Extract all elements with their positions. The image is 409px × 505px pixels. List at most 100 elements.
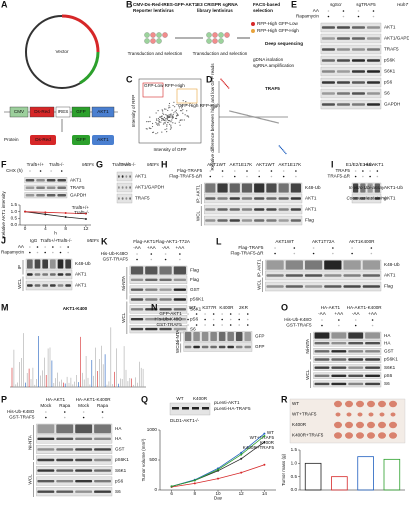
cell-dot [152,131,155,133]
panel-letter: K [101,236,108,246]
gene-dot [230,110,232,113]
blot-band [241,219,253,222]
column-header: Traf5+/+ [27,162,45,167]
condition-dot [332,247,334,249]
condition-label: Flag-TRAF5-ΔR [231,251,265,256]
plasmid-insert [61,14,100,53]
blot-band [324,285,342,288]
row-label: TRAF5 [70,185,85,190]
gene-dot [269,120,272,122]
gene-dot [272,120,274,123]
blot-strip [320,77,382,88]
cell-dot [155,121,157,124]
cell-dot [170,121,172,123]
blot-strip [320,22,382,33]
blot-band [366,81,380,84]
cell-dot [171,115,174,117]
condition-dot [29,246,31,248]
panel-letter: L [216,236,222,246]
point [193,479,196,482]
group-label: WT+TRAF5 [292,412,317,417]
column-header: sgTRAF5 [356,2,376,7]
cell-dot [173,101,175,103]
blot-band [210,332,217,341]
gene-dot [264,119,266,121]
blot-strip [265,281,382,292]
cell-dot [180,104,183,106]
blot-band [145,266,158,275]
blot-band [278,219,289,222]
condition-dot [59,251,62,254]
blot-band [184,345,192,349]
point [263,435,266,437]
blot-band [366,92,380,95]
condition-dot [342,15,345,18]
blot-band [56,437,74,441]
blot-band [56,490,74,493]
gene-dot [239,112,241,115]
row-label: TRAF5 [135,196,150,201]
y-axis-label: Tumor volume (mm³) [141,438,146,481]
cell-dot [172,104,174,107]
legend-entry: K400R+TRAF5 [243,445,275,450]
blot-band [193,345,200,349]
cell-dot [181,107,183,109]
blot-band [172,407,179,410]
cell-dot [169,114,171,116]
blot-band [266,274,284,277]
caption: MEFs [87,238,100,243]
side-label: Ni-NTA [28,434,33,450]
cell-dot [157,123,159,125]
blot-band [285,274,303,277]
y-tick-label: 0.0 [11,222,18,227]
blot-band [229,208,240,211]
x-tick-label: 0 [24,226,27,231]
blot-band [353,197,359,200]
row-label: S6 [115,489,121,494]
blot-band [37,458,55,462]
step-label: library lentivirus [197,8,233,13]
blot-band [331,332,347,339]
condition-dot [357,15,360,18]
blot-band [314,342,330,345]
blot-band [348,382,364,386]
blot-band [130,278,144,281]
cell-dot [161,131,163,133]
blot-band [366,26,380,29]
side-label: Ni-NTA [305,338,310,354]
cell-dot [180,110,182,112]
condition-dot [233,170,236,172]
cell-dot [189,103,191,105]
condition-dot [204,318,206,321]
x-tick-label: 8 [64,226,67,231]
blot-band [46,194,56,197]
condition-dot [221,175,224,178]
gene-dot [222,81,224,83]
blot-band [348,366,364,369]
gene-dot [267,119,269,122]
cell-dot [168,114,170,116]
cell-dot [171,116,173,118]
lane-label: +AA [368,311,378,316]
cell-dot [149,127,151,129]
point [240,471,243,474]
gene-dot [236,112,239,114]
gate-label: RFP-High GFP-Low [257,21,299,26]
blot-band [129,197,131,200]
blot-band [365,366,380,369]
blot-band [321,59,335,62]
blot-band [173,278,186,281]
note: Coomassie staining [346,196,387,201]
gene-dot [255,116,257,119]
blot-strip [129,315,188,324]
blot-band [266,183,277,193]
blot-band [321,81,335,84]
blot-band [159,298,172,301]
cell-dot [159,116,161,118]
tumor [334,432,342,439]
cell-dot [161,119,163,121]
construct-label: CMV [14,109,25,114]
point [240,451,243,454]
side-label: WCL [121,312,126,323]
condition-label: Rapamycin [1,250,24,255]
